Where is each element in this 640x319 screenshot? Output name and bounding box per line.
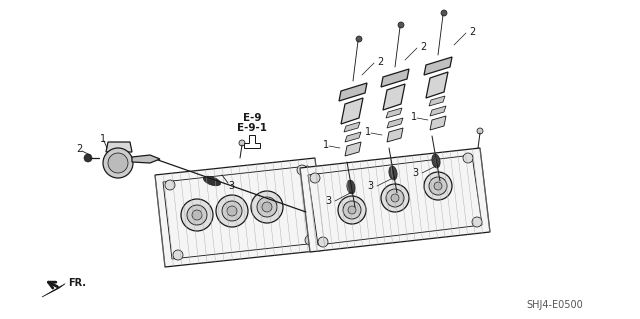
- Polygon shape: [42, 284, 65, 297]
- Ellipse shape: [389, 166, 397, 180]
- Circle shape: [472, 217, 482, 227]
- Polygon shape: [300, 148, 490, 252]
- Circle shape: [257, 197, 277, 217]
- Text: 3: 3: [325, 196, 331, 206]
- Circle shape: [343, 201, 361, 219]
- Circle shape: [429, 177, 447, 195]
- Circle shape: [251, 191, 283, 223]
- Polygon shape: [381, 69, 409, 87]
- Ellipse shape: [432, 154, 440, 168]
- Circle shape: [103, 148, 133, 178]
- Circle shape: [227, 206, 237, 216]
- Polygon shape: [387, 128, 403, 142]
- Circle shape: [338, 196, 366, 224]
- Text: 2: 2: [469, 27, 475, 37]
- Polygon shape: [428, 86, 444, 96]
- Polygon shape: [106, 142, 132, 152]
- Circle shape: [310, 173, 320, 183]
- Circle shape: [297, 165, 307, 175]
- Text: 3: 3: [412, 168, 418, 178]
- Text: 2: 2: [76, 144, 82, 154]
- Text: 1: 1: [100, 134, 106, 144]
- Circle shape: [348, 206, 356, 214]
- Polygon shape: [345, 132, 361, 142]
- Circle shape: [434, 182, 442, 190]
- Ellipse shape: [347, 180, 355, 194]
- Circle shape: [187, 205, 207, 225]
- Polygon shape: [339, 83, 367, 101]
- Text: 2: 2: [420, 42, 426, 52]
- Circle shape: [108, 153, 128, 173]
- Circle shape: [424, 172, 452, 200]
- Polygon shape: [430, 116, 446, 130]
- Polygon shape: [424, 57, 452, 75]
- Polygon shape: [430, 106, 446, 116]
- Text: 3: 3: [228, 181, 234, 191]
- Polygon shape: [344, 122, 360, 132]
- Text: 1: 1: [323, 140, 329, 150]
- Polygon shape: [132, 155, 160, 163]
- Polygon shape: [343, 112, 359, 122]
- Circle shape: [84, 154, 92, 162]
- Text: FR.: FR.: [68, 278, 86, 288]
- Polygon shape: [385, 98, 401, 108]
- Circle shape: [192, 210, 202, 220]
- Circle shape: [463, 153, 473, 163]
- Circle shape: [216, 195, 248, 227]
- Circle shape: [262, 202, 272, 212]
- Circle shape: [391, 194, 399, 202]
- Circle shape: [305, 235, 315, 245]
- Ellipse shape: [204, 176, 221, 186]
- Circle shape: [165, 180, 175, 190]
- Circle shape: [398, 22, 404, 28]
- Text: 3: 3: [367, 181, 373, 191]
- Circle shape: [222, 201, 242, 221]
- Text: 1: 1: [365, 127, 371, 137]
- Circle shape: [386, 189, 404, 207]
- Circle shape: [477, 128, 483, 134]
- Circle shape: [441, 10, 447, 16]
- Polygon shape: [429, 96, 445, 106]
- Polygon shape: [345, 142, 361, 156]
- Text: SHJ4-E0500: SHJ4-E0500: [527, 300, 584, 310]
- Polygon shape: [426, 72, 448, 98]
- Circle shape: [173, 250, 183, 260]
- Circle shape: [356, 36, 362, 42]
- Text: 2: 2: [377, 57, 383, 67]
- Polygon shape: [155, 158, 325, 267]
- Circle shape: [381, 184, 409, 212]
- Text: E-9-1: E-9-1: [237, 123, 267, 133]
- Text: 1: 1: [411, 112, 417, 122]
- Polygon shape: [387, 118, 403, 128]
- Text: E-9: E-9: [243, 113, 261, 123]
- Polygon shape: [383, 84, 405, 110]
- Circle shape: [318, 237, 328, 247]
- Polygon shape: [341, 98, 363, 124]
- Polygon shape: [386, 108, 402, 118]
- Circle shape: [239, 140, 245, 146]
- Circle shape: [181, 199, 213, 231]
